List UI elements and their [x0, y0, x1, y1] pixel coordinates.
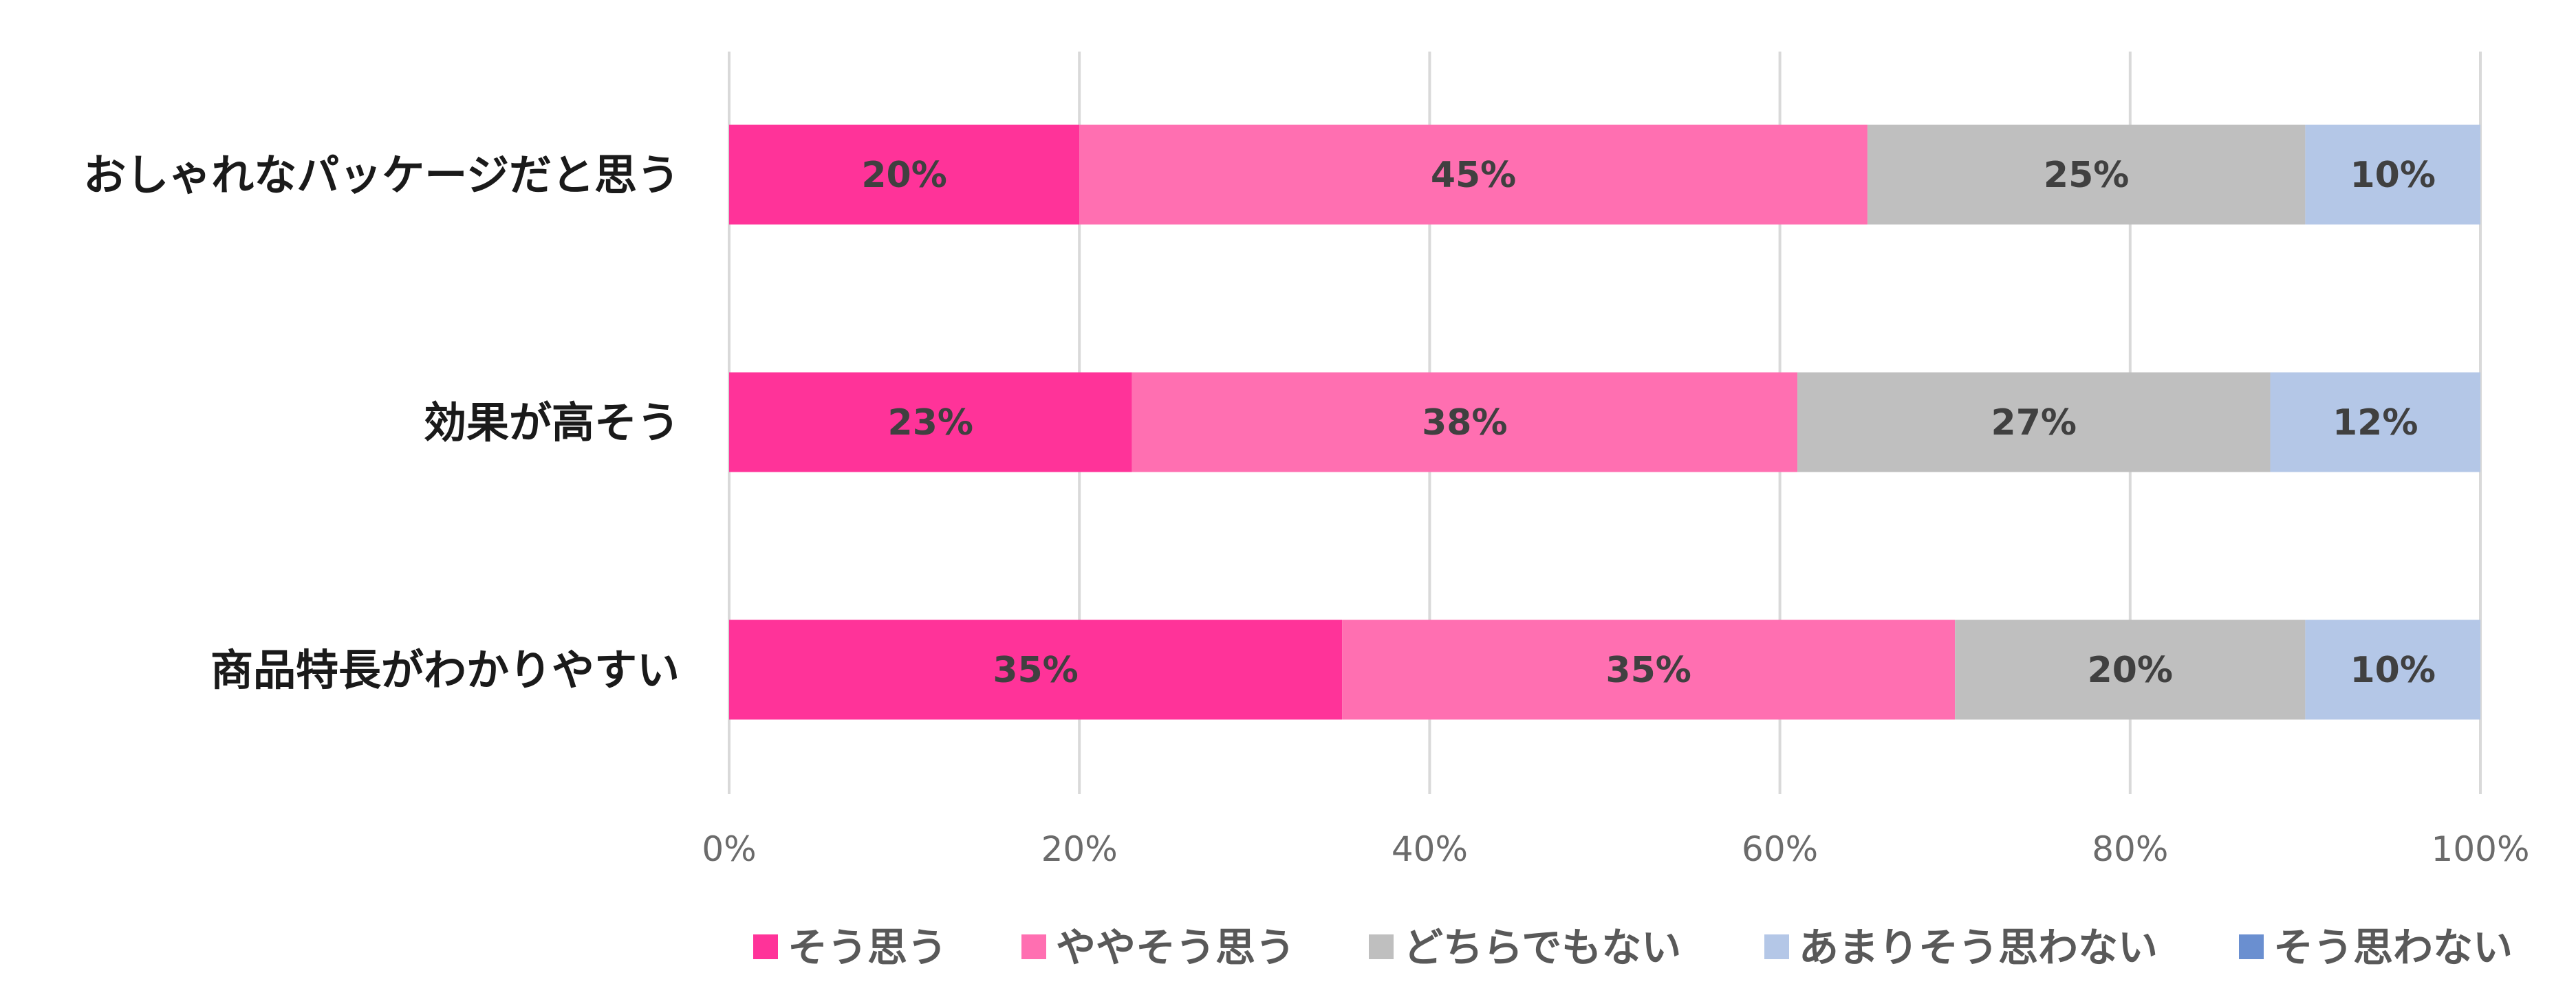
- x-tick-label: 80%: [2092, 829, 2168, 869]
- legend-swatch: [2239, 934, 2264, 959]
- bar-segment: [729, 620, 1343, 720]
- bars: [729, 124, 2480, 720]
- bar-segment: [2305, 124, 2480, 225]
- data-label: 38%: [1422, 402, 1507, 443]
- legend-swatch: [1764, 934, 1789, 959]
- bar-segment: [1079, 124, 1868, 225]
- data-label: 20%: [2088, 650, 2173, 691]
- legend-swatch: [753, 934, 778, 959]
- x-tick-label: 40%: [1392, 829, 1468, 869]
- x-tick-label: 60%: [1742, 829, 1818, 869]
- legend-swatch: [1369, 934, 1394, 959]
- data-label: 12%: [2333, 402, 2418, 443]
- data-label: 25%: [2044, 155, 2129, 196]
- data-label: 10%: [2350, 155, 2435, 196]
- data-label: 45%: [1431, 155, 1516, 196]
- bar-segment: [2305, 620, 2480, 720]
- legend-label: そう思わない: [2273, 924, 2513, 971]
- bar-segment: [729, 372, 1132, 472]
- category-label: 効果が高そう: [424, 397, 680, 448]
- legend-label: ややそう思う: [1056, 924, 1295, 971]
- category-label: おしゃれなパッケージだと思う: [83, 150, 680, 200]
- x-tick-label: 100%: [2432, 829, 2530, 869]
- bar-segment: [1342, 620, 1956, 720]
- legend: そう思う ややそう思う どちらでもない あまりそう思わない そう思わない: [753, 924, 2513, 971]
- x-tick-label: 0%: [702, 829, 756, 869]
- x-axis-ticks: 0% 20% 40% 60% 80% 100%: [702, 829, 2529, 869]
- legend-label: そう思う: [788, 924, 947, 971]
- data-label: 10%: [2350, 650, 2435, 691]
- data-label: 35%: [1605, 650, 1691, 691]
- bar-segment: [1132, 372, 1798, 472]
- data-label: 27%: [1991, 402, 2077, 443]
- legend-label: あまりそう思わない: [1799, 924, 2158, 971]
- legend-swatch: [1021, 934, 1046, 959]
- bar-segment: [1797, 372, 2271, 472]
- bar-segment: [1867, 124, 2306, 225]
- data-labels: 20% 45% 25% 10% 23% 38% 27% 12% 35% 35% 20% 10%: [861, 155, 2436, 691]
- category-label: 商品特長がわかりやすい: [210, 645, 680, 695]
- bar-segment: [2270, 372, 2480, 472]
- x-tick-label: 20%: [1041, 829, 1118, 869]
- legend-label: どちらでもない: [1403, 924, 1681, 971]
- data-label: 35%: [993, 650, 1078, 691]
- bar-segment: [729, 124, 1080, 225]
- data-label: 23%: [888, 402, 973, 443]
- bar-segment: [1955, 620, 2306, 720]
- data-label: 20%: [861, 155, 946, 196]
